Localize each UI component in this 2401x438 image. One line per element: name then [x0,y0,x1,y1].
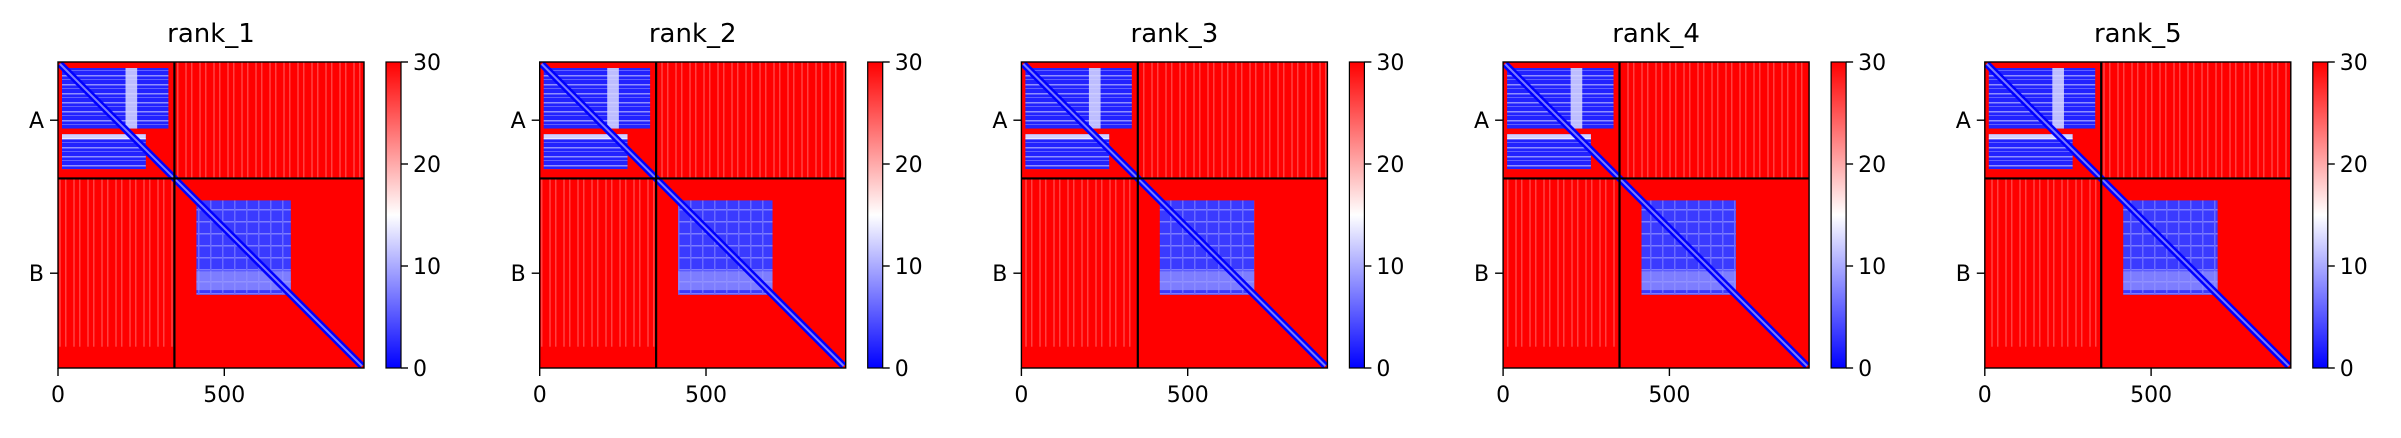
colorbar-tick-label: 30 [895,51,923,76]
x-tick-label: 0 [1014,383,1028,408]
x-tick-label: 0 [51,383,65,408]
x-tick-label: 500 [1648,383,1690,408]
x-tick-label: 500 [2130,383,2172,408]
colorbar-tick-label: 10 [413,255,441,280]
heatmap-panel: rank_5 A B 0 500 0 10 20 30 [1956,19,2368,408]
panel-title: rank_3 [1131,19,1219,49]
chain-label: B [992,262,1007,287]
colorbar-frame [2312,61,2329,369]
colorbar-tick-label: 10 [1858,255,1886,280]
heatmap-block-A-band [1507,134,1591,140]
colorbar-frame [1830,61,1847,369]
chain-label: B [511,262,526,287]
colorbar-tick-label: 20 [2340,153,2368,178]
chain-label: B [1956,262,1971,287]
panel-title: rank_2 [649,19,737,49]
colorbar-tick-label: 30 [2340,51,2368,76]
chain-label: A [992,109,1007,134]
colorbar-tick-label: 10 [895,255,923,280]
heatmap-diagonal-core [1986,63,2290,367]
heatmap-panel: rank_2 A B 0 500 0 10 20 30 [511,19,923,408]
colorbar-frame [867,61,884,369]
chain-label: A [1474,109,1489,134]
heatmap-block-A-gap [1088,68,1101,129]
heatmap-offdiag-BA [1503,178,1620,347]
panel-title: rank_5 [2094,19,2182,49]
heatmap-diagonal-core [59,63,363,367]
x-tick-label: 0 [1978,383,1992,408]
heatmap-diagonal-core [1022,63,1327,367]
heatmap-offdiag-BA [1021,178,1138,347]
x-tick-label: 500 [685,383,727,408]
heatmap-offdiag-BA [58,178,175,347]
colorbar-tick-label: 10 [2340,255,2368,280]
heatmap-offdiag-AB [2101,62,2291,179]
x-tick-label: 0 [1496,383,1510,408]
colorbar-tick-label: 20 [1858,153,1886,178]
colorbar-tick-label: 0 [1858,357,1872,382]
x-tick-label: 500 [1167,383,1209,408]
heatmap-block-A-band [1988,134,2073,140]
x-tick-label: 500 [203,383,245,408]
heatmap-block-A-gap [607,68,619,129]
heatmap-offdiag-AB [174,62,364,179]
heatmap-panel: rank_4 A B 0 500 0 10 20 30 [1474,19,1886,408]
heatmap-panel: rank_1 A B 0 500 0 10 20 30 [29,19,441,408]
heatmap-block-A-band [543,134,628,140]
colorbar-tick-label: 0 [413,357,427,382]
x-tick-label: 0 [533,383,547,408]
heatmap-block-A-band [1025,134,1110,140]
heatmap-frame [57,61,365,369]
heatmap-block-A-band [62,134,146,140]
panel-title: rank_4 [1612,19,1700,49]
colorbar-tick-label: 10 [1376,255,1404,280]
colorbar-tick-label: 20 [895,153,923,178]
heatmap-frame [1020,61,1329,369]
colorbar-tick-label: 0 [1376,357,1390,382]
colorbar-tick-label: 20 [413,153,441,178]
chain-label: A [1956,109,1971,134]
heatmap-diagonal-core [540,63,845,367]
chain-label: B [29,262,44,287]
heatmap-block-A-gap [2052,68,2064,129]
colorbar-tick-label: 0 [2340,357,2354,382]
heatmap-frame [1984,61,2292,369]
heatmap-offdiag-BA [1984,178,2102,347]
chain-label: B [1474,262,1489,287]
colorbar-tick-label: 30 [1376,51,1404,76]
heatmap-block-A-gap [125,68,138,129]
colorbar-tick-label: 30 [1858,51,1886,76]
heatmap-frame [539,61,847,369]
heatmap-offdiag-AB [656,62,846,179]
colorbar [1831,62,1847,368]
colorbar-tick-label: 30 [413,51,441,76]
heatmap-offdiag-AB [1619,62,1810,179]
colorbar-tick-label: 0 [895,357,909,382]
colorbar-frame [385,61,402,369]
heatmap-diagonal-core [1504,63,1808,367]
heatmap-block-A-gap [1570,68,1583,129]
panel-title: rank_1 [167,19,255,49]
colorbar [386,62,401,368]
heatmap-offdiag-AB [1137,62,1328,179]
colorbar-tick-label: 20 [1376,153,1404,178]
colorbar [1349,62,1365,368]
heatmap-offdiag-BA [539,178,657,347]
chain-label: A [29,109,44,134]
heatmap-panel: rank_3 A B 0 500 0 10 20 30 [992,19,1404,408]
heatmap-frame [1502,61,1810,369]
colorbar-frame [1348,61,1366,369]
colorbar [867,62,883,368]
colorbar [2312,62,2328,368]
chain-label: A [511,109,526,134]
